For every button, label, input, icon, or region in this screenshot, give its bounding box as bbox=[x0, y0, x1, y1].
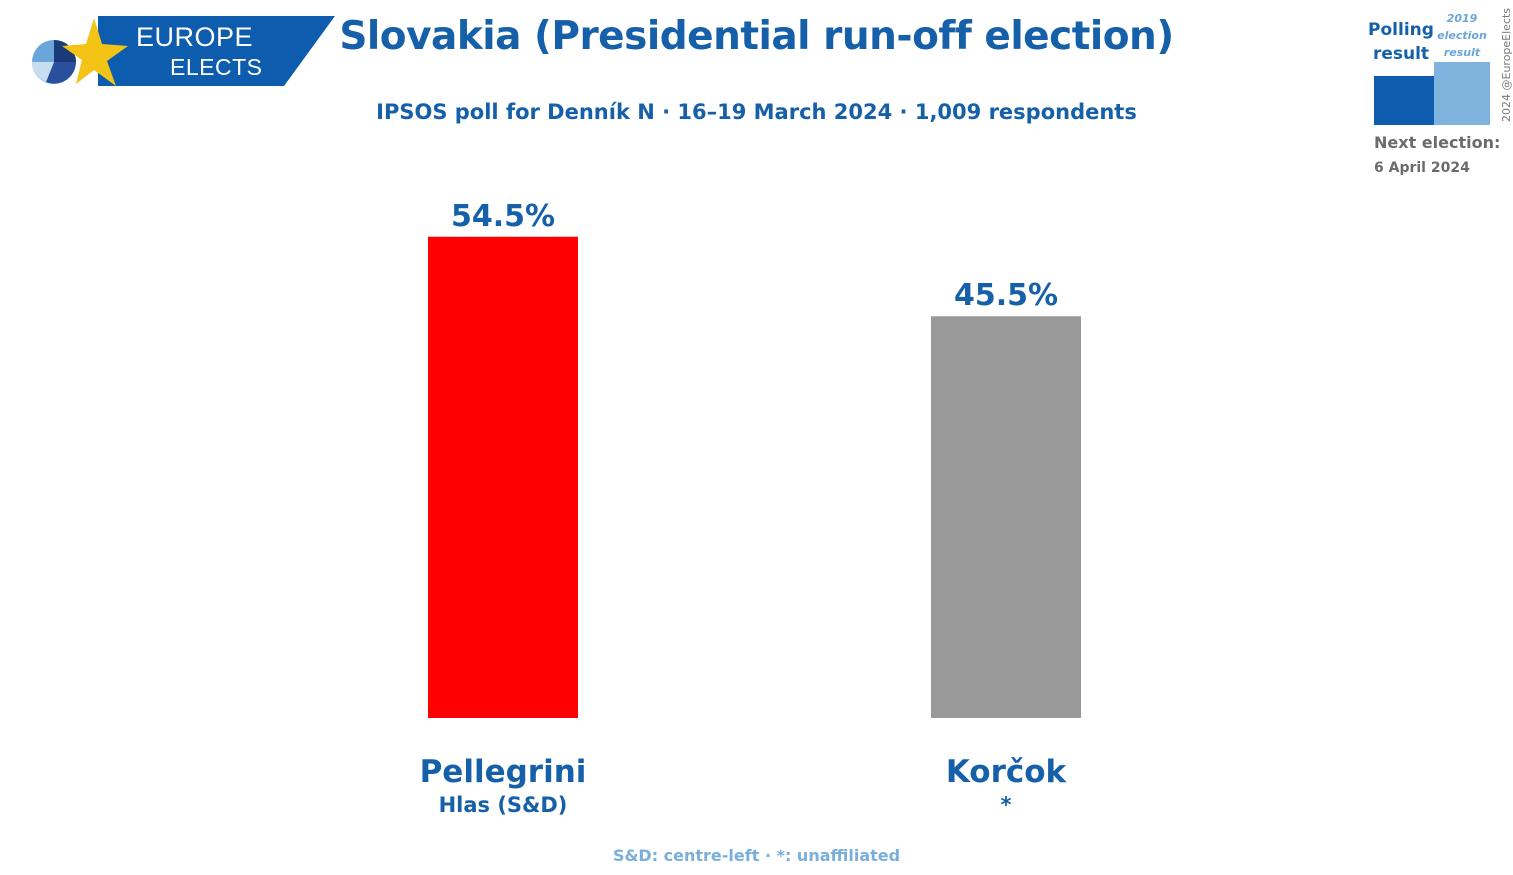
value-label-korcok: 45.5% bbox=[954, 278, 1058, 313]
europe-elects-logo: EUROPE ELECTS bbox=[28, 16, 338, 88]
legend-polling-label: Polling result bbox=[1368, 20, 1434, 64]
next-election-date: 6 April 2024 bbox=[1374, 160, 1470, 176]
party-label-korcok: * bbox=[1001, 793, 1012, 817]
legend-previous-label: 2019 election result bbox=[1437, 12, 1487, 59]
logo-text-elects: ELECTS bbox=[170, 54, 263, 80]
chart-title: Slovakia (Presidential run-off election) bbox=[339, 14, 1174, 59]
next-election-label: Next election: bbox=[1374, 133, 1501, 152]
candidate-label-pellegrini: Pellegrini bbox=[420, 754, 587, 790]
bar-pellegrini bbox=[428, 236, 578, 718]
footnote: S&D: centre-left · *: unaffiliated bbox=[612, 846, 901, 865]
chart-subtitle: IPSOS poll for Denník N · 16–19 March 20… bbox=[376, 100, 1137, 124]
logo-text-europe: EUROPE bbox=[136, 22, 254, 52]
bar-korcok bbox=[931, 316, 1081, 718]
legend: Polling result 2019 election result 2024… bbox=[1368, 8, 1513, 188]
legend-polling-swatch bbox=[1374, 76, 1434, 125]
candidate-label-korcok: Korčok bbox=[946, 754, 1068, 790]
logo-graphic bbox=[32, 16, 335, 86]
value-label-pellegrini: 54.5% bbox=[451, 199, 555, 234]
legend-previous-swatch bbox=[1434, 62, 1490, 125]
party-label-pellegrini: Hlas (S&D) bbox=[439, 793, 568, 817]
